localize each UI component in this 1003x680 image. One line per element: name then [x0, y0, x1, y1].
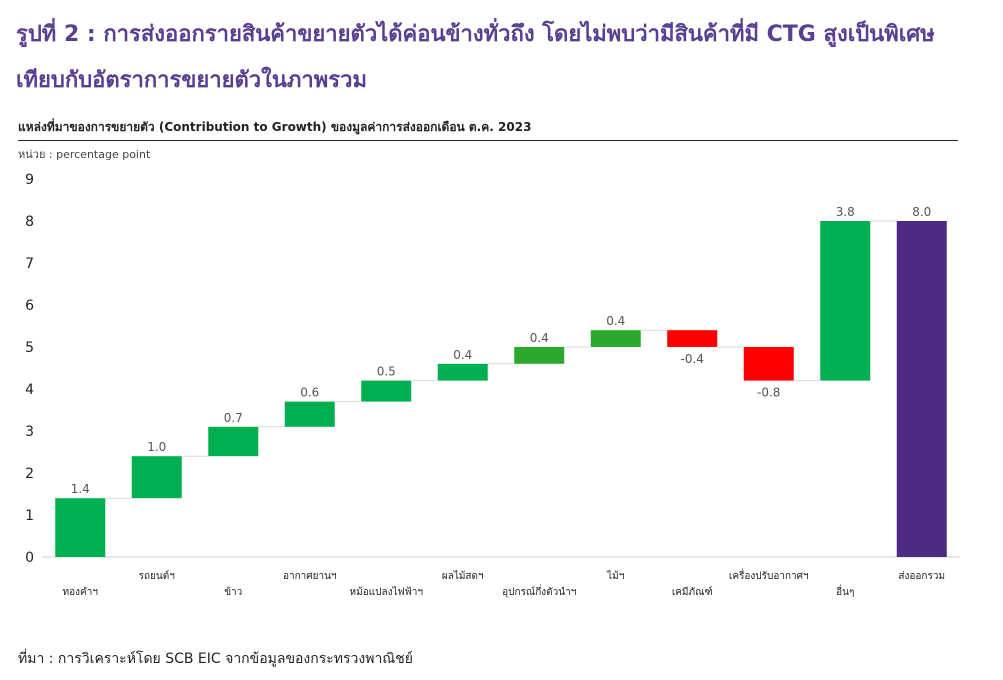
y-tick-label: 2: [25, 466, 34, 482]
waterfall-bar: [820, 221, 871, 381]
data-label: 0.6: [300, 386, 319, 400]
waterfall-bar: [284, 401, 335, 427]
y-tick-label: 8: [25, 214, 34, 230]
data-label: 0.7: [224, 411, 243, 425]
subtitle-rule: [18, 140, 958, 141]
y-tick-label: 4: [25, 382, 34, 398]
data-label: 3.8: [836, 205, 855, 219]
waterfall-bar: [514, 347, 565, 364]
data-label: 0.4: [453, 348, 472, 362]
data-label: 0.5: [377, 365, 396, 379]
figure-title-line-2: เทียบกับอัตราการขยายตัวในภาพรวม: [16, 68, 367, 93]
waterfall-bar: [437, 363, 488, 381]
data-label: 0.4: [530, 331, 549, 345]
waterfall-bar: [896, 221, 947, 557]
data-label: 1.0: [147, 440, 166, 454]
category-label: ส่งออกรวม: [898, 571, 945, 582]
data-label: 8.0: [912, 205, 931, 219]
category-label: ข้าว: [224, 586, 242, 598]
waterfall-bar: [131, 456, 182, 499]
category-label: อื่นๆ: [836, 584, 854, 598]
y-tick-label: 5: [25, 340, 34, 356]
y-tick-label: 6: [25, 298, 34, 314]
y-tick-label: 9: [25, 172, 34, 188]
category-label: อากาศยานฯ: [283, 571, 337, 582]
category-label: อุปกรณ์กึ่งตัวนำฯ: [502, 584, 576, 598]
y-tick-label: 7: [25, 256, 34, 272]
waterfall-bar: [590, 330, 641, 347]
category-label: ไม้ฯ: [606, 570, 624, 582]
waterfall-bar: [361, 380, 412, 402]
data-label: -0.8: [757, 386, 780, 400]
category-label: เครื่องปรับอากาศฯ: [729, 568, 809, 582]
y-tick-label: 3: [25, 424, 34, 440]
data-label: 1.4: [71, 482, 90, 496]
y-tick-label: 0: [25, 550, 34, 566]
figure-title-line-1: รูปที่ 2 : การส่งออกรายสินค้าขยายตัวได้ค…: [16, 22, 935, 47]
data-label: 0.4: [606, 314, 625, 328]
category-label: เคมีภัณฑ์: [672, 586, 713, 598]
y-tick-label: 1: [25, 508, 34, 524]
waterfall-bar: [667, 330, 718, 347]
category-label: ทองคำฯ: [63, 587, 98, 598]
waterfall-bar: [55, 498, 106, 557]
category-label: หม้อแปลงไฟฟ้าฯ: [350, 586, 423, 598]
chart-subtitle: แหล่งที่มาของการขยายตัว (Contribution to…: [18, 120, 532, 134]
waterfall-bar: [208, 426, 259, 457]
source-note: ที่มา : การวิเคราะห์โดย SCB EIC จากข้อมู…: [18, 651, 414, 667]
category-label: รถยนต์ฯ: [139, 570, 175, 582]
category-label: ผลไม้สดฯ: [442, 570, 484, 582]
data-label: -0.4: [681, 352, 704, 366]
unit-label: หน่วย : percentage point: [18, 148, 151, 161]
waterfall-chart: 0 1 2 3 4 5 6 7 8 9 1.4 ทองคำฯ 1.0 รถยนต์ฯ 0.7 ข้าว 0.6 อ…: [25, 172, 960, 598]
waterfall-bar: [743, 347, 794, 381]
